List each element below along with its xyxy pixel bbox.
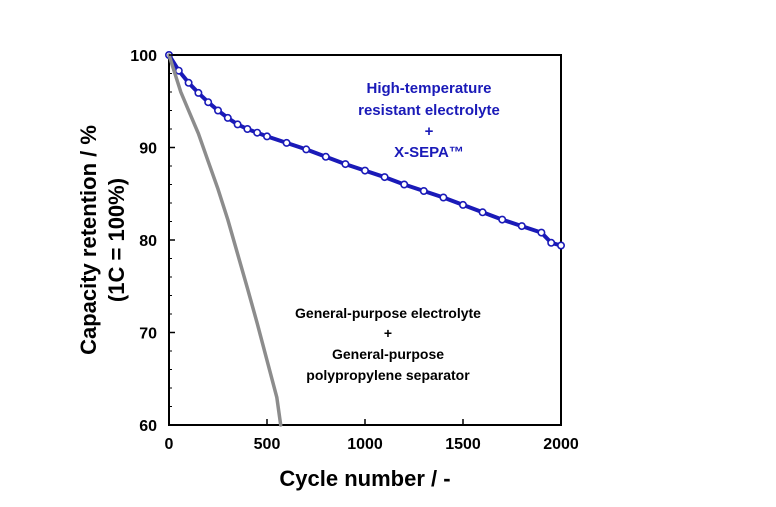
data-point-blue xyxy=(302,145,311,154)
data-point-blue xyxy=(537,228,546,237)
annotation-blue-line4: X-SEPA™ xyxy=(394,144,464,161)
y-tick-label: 60 xyxy=(139,418,157,435)
data-point-blue xyxy=(458,200,467,209)
annotation-blue-line1: High-temperature xyxy=(366,80,491,97)
data-point-blue xyxy=(380,173,389,182)
annotation-black-line1: General-purpose electrolyte xyxy=(295,305,481,321)
annotation-black-line4: polypropylene separator xyxy=(306,367,470,383)
y-tick-label: 80 xyxy=(139,233,157,250)
data-point-blue xyxy=(439,193,448,202)
x-tick-label: 2000 xyxy=(543,436,579,453)
data-point-blue xyxy=(204,98,213,107)
x-tick-label: 500 xyxy=(254,436,281,453)
y-tick-label: 70 xyxy=(139,326,157,343)
tick-layer: 0 500 1000 1500 2000 60 70 80 90 100 xyxy=(130,48,579,453)
data-point-blue xyxy=(262,132,271,141)
data-point-blue xyxy=(400,180,409,189)
data-point-blue xyxy=(341,160,350,169)
y-tick-label: 100 xyxy=(130,48,157,65)
series-line-gray xyxy=(167,53,283,427)
data-point-blue xyxy=(419,187,428,196)
x-tick-label: 1500 xyxy=(445,436,481,453)
x-tick-label: 1000 xyxy=(347,436,383,453)
data-point-blue xyxy=(223,113,232,122)
annotation-blue-line3: + xyxy=(425,123,434,140)
data-point-blue xyxy=(184,78,193,87)
y-axis-title-line1: Capacity retention / % xyxy=(76,125,101,355)
data-point-blue xyxy=(498,215,507,224)
x-axis-title: Cycle number / - xyxy=(279,466,450,491)
data-point-blue xyxy=(214,106,223,115)
data-point-blue xyxy=(478,208,487,217)
data-point-blue xyxy=(321,152,330,161)
annotation-blue-line2: resistant electrolyte xyxy=(358,102,500,119)
y-axis-title-line2: (1C = 100%) xyxy=(104,178,129,302)
minor-ticks xyxy=(169,73,172,407)
data-point-blue xyxy=(517,222,526,231)
series-layer xyxy=(165,50,565,427)
data-point-blue xyxy=(194,88,203,97)
annotation-black-line3: General-purpose xyxy=(332,346,444,362)
data-point-blue xyxy=(556,241,565,250)
data-point-blue xyxy=(282,138,291,147)
y-tick-label: 90 xyxy=(139,141,157,158)
annotation-black-line2: + xyxy=(384,325,392,341)
data-point-blue xyxy=(547,238,556,247)
x-tick-label: 0 xyxy=(165,436,174,453)
data-point-blue xyxy=(360,166,369,175)
data-point-blue xyxy=(174,66,183,75)
data-point-blue xyxy=(243,125,252,134)
data-point-blue xyxy=(253,128,262,137)
data-point-blue xyxy=(233,120,242,129)
